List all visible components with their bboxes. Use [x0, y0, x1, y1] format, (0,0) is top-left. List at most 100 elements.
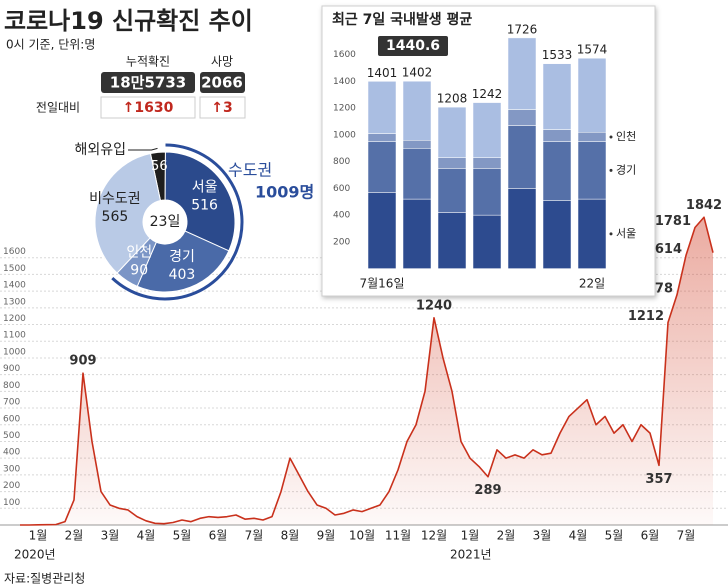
legend-dot — [609, 135, 613, 139]
legend-label: 인천 — [616, 129, 636, 143]
y-tick-label: 1000 — [333, 130, 356, 140]
total-label: 1574 — [577, 43, 608, 57]
bar-segment — [367, 141, 397, 193]
badge: 1440.6 — [386, 38, 440, 54]
slice-value: 403 — [169, 267, 196, 283]
slice-label: 해외유입 — [74, 142, 126, 158]
inset-chart: 최근 7일 국내발생 평균 1440.6 200 400 600 800 1000 1200 1… — [321, 5, 656, 297]
value-label: 1842 — [686, 198, 722, 213]
x-tick-label: 7월 — [245, 529, 264, 543]
slice-label: 경기 — [169, 249, 195, 265]
total-label: 1401 — [367, 66, 398, 80]
legend-dot — [609, 232, 613, 236]
bar-segment — [367, 133, 397, 142]
y-tick-label: 1400 — [3, 281, 26, 291]
value-label: 357 — [645, 472, 672, 487]
slice-value: 516 — [191, 198, 218, 214]
x-tick-label: 22일 — [579, 277, 605, 291]
inset-title: 최근 7일 국내발생 평균 — [332, 11, 472, 28]
x-tick-label: 4월 — [137, 529, 156, 543]
bar-segment — [542, 141, 572, 201]
slice-label: 인천 — [126, 244, 152, 260]
y-tick-label: 1000 — [3, 347, 26, 357]
total-label: 1726 — [507, 22, 538, 36]
y-tick-label: 1200 — [333, 104, 356, 114]
total-label: 1402 — [402, 66, 433, 80]
title: 코로나19 신규확진 추이 — [4, 7, 253, 35]
header: 코로나19 신규확진 추이 0시 기준, 단위:명 누적확진 사망 18만573… — [4, 7, 253, 586]
stat-value: 18만5733 — [110, 74, 186, 92]
bar-segment — [577, 132, 607, 142]
slice-label: 서울 — [192, 180, 218, 196]
stat-value: 2066 — [201, 74, 243, 92]
pie-slice — [94, 152, 162, 274]
x-tick-label: 5월 — [605, 529, 624, 543]
slice-value: 565 — [102, 209, 129, 225]
y-tick-label: 1100 — [3, 331, 26, 341]
x-tick-label: 3월 — [101, 529, 120, 543]
x-tick-label: 4월 — [569, 529, 588, 543]
bar-segment — [402, 80, 432, 141]
value-label: 1212 — [628, 309, 664, 324]
region-value: 1009명 — [255, 183, 314, 202]
line — [20, 216, 714, 526]
badge-box — [378, 36, 448, 56]
source: 자료:질병관리청 — [4, 572, 85, 586]
value-label: 1240 — [416, 298, 452, 313]
leader-line — [128, 147, 158, 151]
bar-segment — [402, 148, 432, 200]
y-tick-label: 1600 — [333, 50, 356, 60]
area — [20, 217, 713, 525]
y-tick-label: 300 — [3, 464, 20, 474]
y-tick-label: 1400 — [333, 77, 356, 87]
bar-segment — [507, 37, 537, 110]
change-box — [100, 96, 196, 119]
region-arc — [111, 143, 244, 301]
center-label: 23일 — [150, 214, 181, 230]
bar-segment — [402, 140, 432, 149]
legend-label: 경기 — [616, 163, 636, 176]
legend-dot — [609, 168, 613, 172]
x-tick-label: 1월 — [29, 529, 48, 543]
value-label: 1781 — [655, 214, 691, 229]
bar-segment — [437, 106, 467, 158]
slice-value: 56 — [151, 159, 168, 174]
y-tick-label: 1200 — [3, 314, 26, 324]
value-label: 909 — [69, 354, 96, 369]
x-tick-label: 6월 — [641, 529, 660, 543]
y-tick-label: 500 — [3, 431, 20, 441]
change-box — [199, 96, 246, 119]
bar-segment — [507, 109, 537, 126]
year-label: 2020년 — [14, 548, 56, 562]
y-tick-label: 700 — [3, 398, 20, 408]
bar-segment — [367, 81, 397, 134]
bar-segment — [507, 125, 537, 189]
legend-label: 서울 — [616, 227, 636, 240]
value-label: 289 — [474, 483, 501, 498]
bar-segment — [472, 102, 502, 158]
x-tick-label: 7월 — [677, 529, 696, 543]
change-value: ↑3 — [211, 100, 232, 116]
bar-segment — [577, 141, 607, 200]
bar-segment — [437, 212, 467, 269]
bar-segment — [472, 157, 502, 169]
bar-segment — [367, 192, 397, 269]
x-tick-label: 3월 — [533, 529, 552, 543]
y-tick-label: 1600 — [3, 247, 26, 257]
x-tick-label: 2월 — [497, 529, 516, 543]
y-tick-label: 800 — [3, 381, 20, 391]
x-tick-label: 5월 — [173, 529, 192, 543]
bar-segment — [472, 214, 502, 269]
y-tick-label: 1300 — [3, 297, 26, 307]
bar-segment — [472, 168, 502, 216]
total-label: 1242 — [472, 87, 503, 101]
bar-segment — [542, 63, 572, 130]
x-tick-label: 8월 — [281, 529, 300, 543]
total-label: 1208 — [437, 92, 468, 106]
bar-segment — [437, 157, 467, 169]
y-tick-label: 1500 — [3, 264, 26, 274]
y-tick-label: 100 — [3, 498, 20, 508]
total-label: 1533 — [542, 48, 573, 62]
x-tick-label: 10월 — [349, 529, 375, 543]
